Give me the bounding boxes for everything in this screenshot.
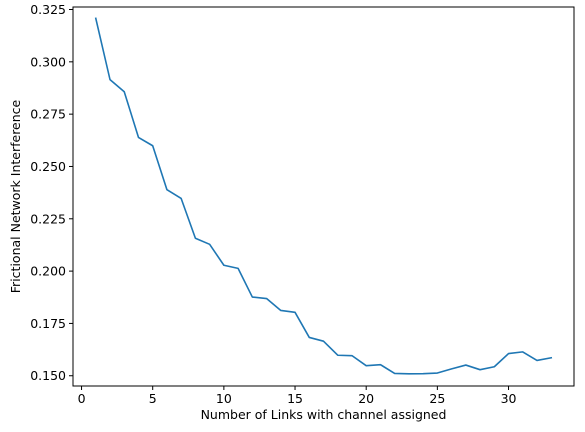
series-line-0 bbox=[94, 17, 553, 375]
x-tick-label: 5 bbox=[149, 391, 157, 406]
y-tick-label: 0.200 bbox=[30, 264, 66, 279]
axis-ticks: 0 5 10 15 20 25 30 0.150 0.175 0.200 0.225 0.250 0.2… bbox=[30, 2, 516, 406]
x-tick-label: 30 bbox=[501, 391, 517, 406]
x-tick-label: 0 bbox=[78, 391, 86, 406]
x-axis-label: Number of Links with channel assigned bbox=[201, 407, 447, 422]
y-axis-label: Frictional Network Interference bbox=[8, 99, 23, 293]
y-tick-label: 0.225 bbox=[30, 211, 66, 226]
y-tick-label: 0.175 bbox=[30, 316, 66, 331]
x-tick-label: 15 bbox=[287, 391, 303, 406]
axes-frame bbox=[72, 6, 575, 387]
y-tick-label: 0.300 bbox=[30, 54, 66, 69]
y-tick-label: 0.150 bbox=[30, 368, 66, 383]
y-tick-label: 0.250 bbox=[30, 159, 66, 174]
y-tick-label: 0.325 bbox=[30, 2, 66, 17]
y-tick-label: 0.275 bbox=[30, 107, 66, 122]
x-tick-label: 25 bbox=[429, 391, 445, 406]
x-tick-label: 20 bbox=[358, 391, 374, 406]
plot-area bbox=[94, 17, 553, 375]
x-tick-label: 10 bbox=[216, 391, 232, 406]
